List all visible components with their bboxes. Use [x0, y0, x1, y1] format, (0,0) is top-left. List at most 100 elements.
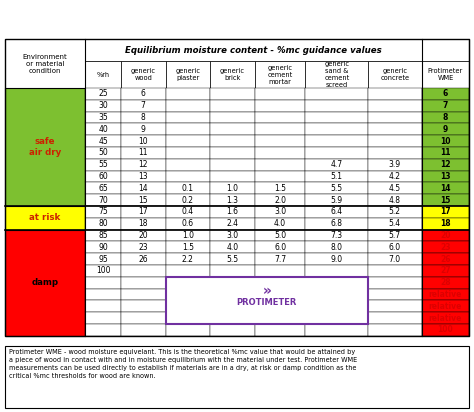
Bar: [305, 183, 368, 194]
Bar: [210, 229, 255, 241]
Text: safe
air dry: safe air dry: [29, 137, 61, 157]
Bar: [85, 135, 121, 147]
Bar: [305, 300, 368, 312]
Text: 3.0: 3.0: [227, 231, 238, 240]
Bar: [421, 183, 469, 194]
Text: 1.6: 1.6: [227, 207, 238, 216]
Bar: [255, 324, 305, 336]
Bar: [255, 112, 305, 124]
Bar: [368, 206, 421, 218]
Text: generic
sand &
cement
screed: generic sand & cement screed: [324, 61, 349, 88]
Bar: [255, 124, 305, 135]
Bar: [85, 312, 121, 324]
Bar: [255, 206, 305, 218]
Bar: [305, 100, 368, 112]
Text: 7.3: 7.3: [331, 231, 343, 240]
Text: 4.5: 4.5: [389, 184, 401, 193]
Text: 1.5: 1.5: [274, 184, 286, 193]
Text: Protimeter
WME: Protimeter WME: [428, 68, 463, 81]
Text: 5.0: 5.0: [274, 231, 286, 240]
Bar: [305, 241, 368, 253]
Text: generic
cement
mortar: generic cement mortar: [267, 65, 293, 85]
Text: 100: 100: [96, 267, 110, 275]
Bar: [368, 112, 421, 124]
Bar: [368, 229, 421, 241]
Bar: [121, 241, 165, 253]
Bar: [305, 253, 368, 265]
Bar: [368, 124, 421, 135]
Text: 1.5: 1.5: [182, 243, 194, 252]
Bar: [210, 288, 255, 300]
Text: 0.1: 0.1: [182, 184, 194, 193]
Text: 1.0: 1.0: [227, 184, 238, 193]
Bar: [368, 265, 421, 277]
Bar: [255, 183, 305, 194]
Bar: [368, 135, 421, 147]
Bar: [255, 253, 305, 265]
Text: 9: 9: [443, 125, 448, 134]
Text: 12: 12: [440, 160, 451, 169]
Text: 10: 10: [440, 137, 451, 146]
Text: 5.9: 5.9: [331, 196, 343, 205]
Bar: [421, 253, 469, 265]
Text: 1.3: 1.3: [227, 196, 238, 205]
Text: 26: 26: [440, 255, 451, 264]
Bar: [210, 206, 255, 218]
Bar: [121, 159, 165, 171]
Text: 75: 75: [98, 207, 108, 216]
Bar: [121, 312, 165, 324]
Bar: [368, 194, 421, 206]
Text: 45: 45: [98, 137, 108, 146]
Bar: [368, 324, 421, 336]
Bar: [305, 194, 368, 206]
Text: 11: 11: [440, 148, 451, 157]
Text: %rh: %rh: [96, 72, 109, 78]
Text: 17: 17: [440, 207, 451, 216]
Bar: [421, 61, 469, 88]
Text: 6.0: 6.0: [274, 243, 286, 252]
Bar: [165, 218, 210, 229]
Text: 8: 8: [443, 113, 448, 122]
Bar: [210, 253, 255, 265]
Bar: [85, 229, 121, 241]
Text: relative: relative: [429, 302, 462, 311]
Bar: [85, 124, 121, 135]
Text: 4.7: 4.7: [331, 160, 343, 169]
Text: 12: 12: [138, 160, 148, 169]
Bar: [121, 324, 165, 336]
Text: generic
wood: generic wood: [131, 68, 155, 81]
Text: 0.4: 0.4: [182, 207, 194, 216]
Bar: [121, 100, 165, 112]
Bar: [85, 241, 121, 253]
Bar: [5, 346, 469, 408]
Text: 4.8: 4.8: [389, 196, 401, 205]
Bar: [165, 206, 210, 218]
Bar: [210, 312, 255, 324]
Bar: [255, 288, 305, 300]
Bar: [305, 88, 368, 100]
Bar: [421, 147, 469, 159]
Bar: [210, 241, 255, 253]
Bar: [421, 159, 469, 171]
Text: 1.0: 1.0: [182, 231, 194, 240]
Text: 2.2: 2.2: [182, 255, 194, 264]
Bar: [210, 324, 255, 336]
Bar: [210, 265, 255, 277]
Text: 23: 23: [440, 243, 451, 252]
Bar: [368, 61, 421, 88]
Text: 70: 70: [98, 196, 108, 205]
Text: Environment
or material
condition: Environment or material condition: [23, 54, 67, 74]
Bar: [165, 194, 210, 206]
Bar: [85, 277, 121, 288]
Text: 60: 60: [98, 172, 108, 181]
Text: 5.5: 5.5: [227, 255, 238, 264]
Bar: [5, 229, 85, 336]
Bar: [210, 194, 255, 206]
Bar: [421, 88, 469, 100]
Bar: [421, 171, 469, 183]
Text: 100: 100: [438, 325, 453, 335]
Bar: [255, 147, 305, 159]
Bar: [305, 312, 368, 324]
Text: 5.5: 5.5: [331, 184, 343, 193]
Bar: [421, 100, 469, 112]
